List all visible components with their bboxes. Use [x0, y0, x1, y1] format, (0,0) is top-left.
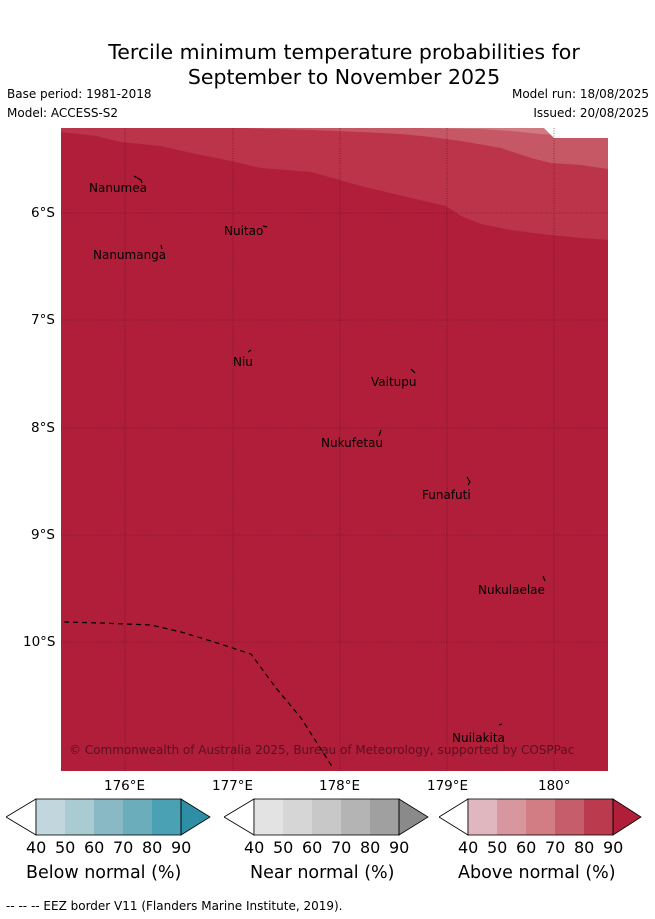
lon-180: 180° [538, 778, 571, 794]
tick: 60 [84, 838, 105, 857]
tick: 70 [545, 838, 566, 857]
label-nukufetau: Nukufetau [321, 436, 383, 450]
unmapped-corner [544, 128, 608, 138]
tick: 90 [171, 838, 192, 857]
island-nukulaelae [542, 575, 546, 582]
title-line-1: Tercile minimum temperature probabilitie… [108, 40, 580, 64]
label-niu: Niu [233, 355, 253, 369]
issued-date: Issued: 20/08/2025 [533, 106, 649, 120]
above-70-band [121, 128, 608, 169]
model-run: Model run: 18/08/2025 [511, 87, 649, 101]
label-nanumea: Nanumea [89, 181, 147, 195]
tick: 40 [458, 838, 479, 857]
title-line-2: September to November 2025 [187, 65, 501, 89]
island-nanumanga [160, 244, 163, 250]
tick: 60 [516, 838, 537, 857]
tick: 80 [360, 838, 381, 857]
footer-note: -- -- -- EEZ border V11 (Flanders Marine… [6, 899, 343, 913]
below-normal-label: Below normal (%) [26, 863, 182, 883]
copyright-notice: © Commonwealth of Australia 2025, Bureau… [69, 743, 574, 757]
above-normal-label: Above normal (%) [458, 863, 616, 883]
island-vaitupu [410, 368, 416, 374]
island-niu [247, 349, 252, 353]
below-normal-colorbar [6, 798, 211, 836]
island-nukufetau [378, 429, 382, 437]
base-period: Base period: 1981-2018 [7, 87, 152, 101]
island-nuitao [262, 225, 268, 228]
model-name: Model: ACCESS-S2 [7, 106, 119, 120]
lat-7s: 7°S [31, 312, 55, 328]
label-nanumanga: Nanumanga [93, 248, 166, 262]
lon-177e: 177°E [212, 778, 254, 794]
label-vaitupu: Vaitupu [371, 375, 417, 389]
near-normal-label: Near normal (%) [250, 863, 395, 883]
tick: 40 [26, 838, 47, 857]
label-nukulaelae: Nukulaelae [478, 583, 545, 597]
lat-10s: 10°S [23, 634, 56, 650]
tick: 90 [389, 838, 410, 857]
island-nanumea [133, 175, 143, 184]
probability-map: Nanumea Nuitao Nanumanga Niu Vaitupu Nuk… [61, 128, 608, 771]
tick: 50 [55, 838, 76, 857]
island-nuilakita [498, 723, 503, 726]
lon-176e: 176°E [104, 778, 146, 794]
tick: 60 [302, 838, 323, 857]
above-normal-colorbar [439, 798, 642, 836]
tick: 70 [113, 838, 134, 857]
above-80-band [61, 128, 608, 240]
lat-9s: 9°S [31, 527, 55, 543]
lat-8s: 8°S [31, 420, 55, 436]
lat-6s: 6°S [31, 205, 55, 221]
label-nuitao: Nuitao [224, 224, 263, 238]
tick: 70 [331, 838, 352, 857]
island-funafuti [466, 476, 471, 486]
tick: 90 [603, 838, 624, 857]
tick: 40 [244, 838, 265, 857]
tick: 50 [487, 838, 508, 857]
above-90-region [61, 128, 608, 771]
tick: 50 [273, 838, 294, 857]
label-funafuti: Funafuti [422, 488, 471, 502]
tick: 80 [142, 838, 163, 857]
map-title: Tercile minimum temperature probabilitie… [0, 40, 655, 90]
tick: 80 [574, 838, 595, 857]
near-normal-colorbar [224, 798, 429, 836]
lon-178e: 178°E [319, 778, 361, 794]
islands [133, 175, 546, 726]
lon-179e: 179°E [427, 778, 469, 794]
label-nuilakita: Nuilakita [452, 731, 505, 745]
gridlines [61, 128, 608, 771]
